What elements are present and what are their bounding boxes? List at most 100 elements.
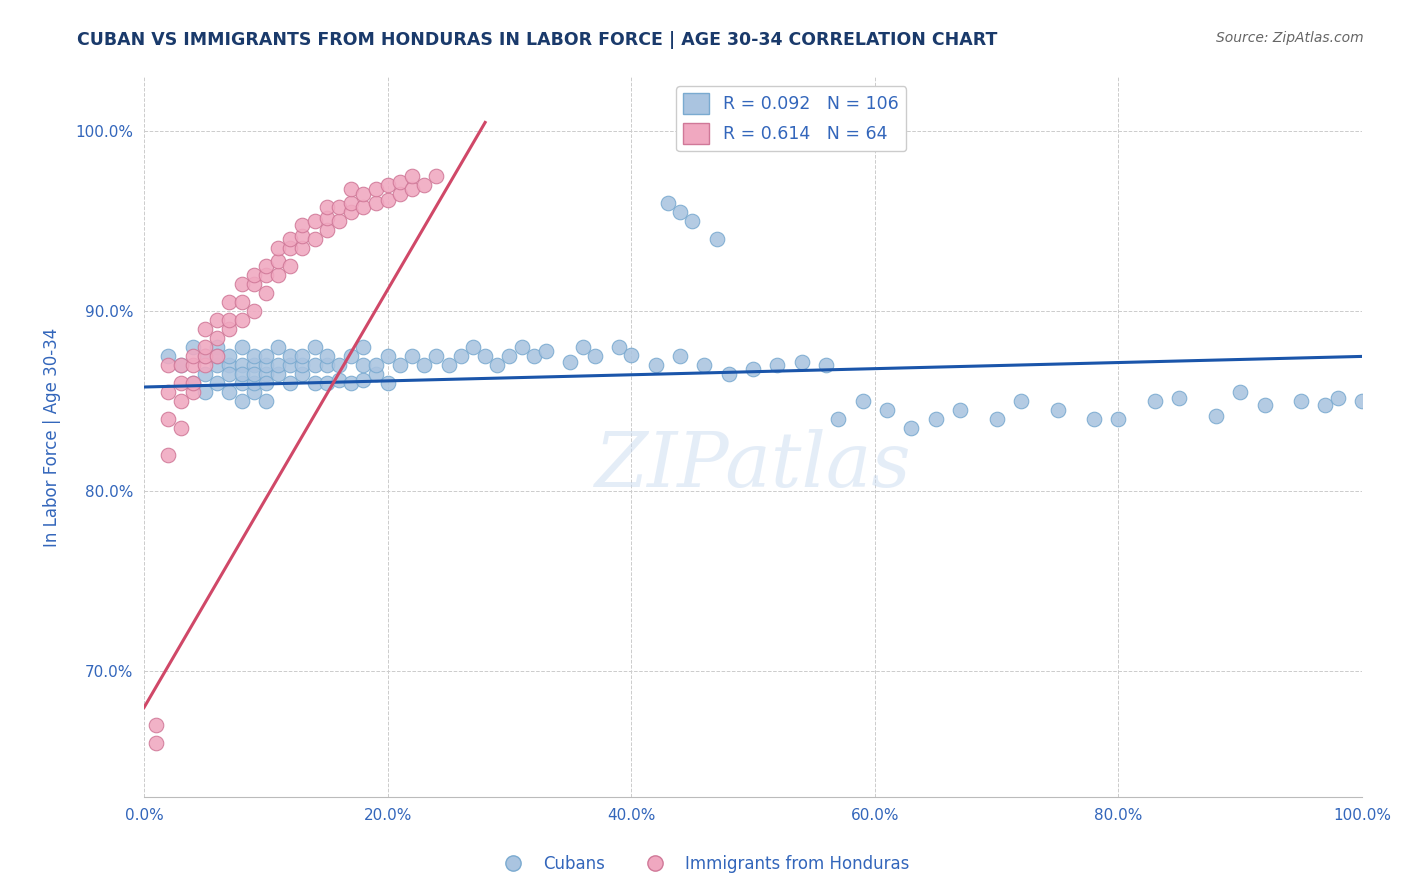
Point	[401, 350, 423, 364]
Point	[644, 359, 666, 373]
Point	[706, 232, 728, 246]
Point	[267, 359, 290, 373]
Point	[242, 268, 264, 283]
Point	[304, 359, 326, 373]
Point	[254, 268, 277, 283]
Point	[925, 412, 948, 426]
Point	[267, 254, 290, 268]
Point	[352, 340, 374, 354]
Point	[218, 313, 240, 327]
Point	[254, 350, 277, 364]
Point	[218, 359, 240, 373]
Point	[242, 304, 264, 318]
Point	[157, 449, 180, 463]
Point	[669, 205, 692, 219]
Point	[364, 368, 387, 382]
Point	[315, 376, 337, 391]
Point	[254, 376, 277, 391]
Point	[571, 340, 593, 354]
Point	[194, 368, 217, 382]
Legend: Cubans, Immigrants from Honduras: Cubans, Immigrants from Honduras	[489, 848, 917, 880]
Point	[328, 214, 350, 228]
Point	[194, 322, 217, 336]
Point	[352, 359, 374, 373]
Point	[437, 359, 460, 373]
Point	[388, 187, 411, 202]
Point	[291, 228, 314, 243]
Point	[352, 373, 374, 387]
Point	[157, 350, 180, 364]
Point	[315, 350, 337, 364]
Point	[291, 218, 314, 232]
Point	[267, 268, 290, 283]
Point	[254, 260, 277, 274]
Point	[254, 286, 277, 301]
Point	[717, 368, 740, 382]
Point	[291, 350, 314, 364]
Point	[657, 196, 679, 211]
Point	[205, 376, 228, 391]
Point	[450, 350, 472, 364]
Point	[205, 359, 228, 373]
Point	[388, 359, 411, 373]
Point	[169, 421, 191, 435]
Point	[304, 376, 326, 391]
Legend: R = 0.092   N = 106, R = 0.614   N = 64: R = 0.092 N = 106, R = 0.614 N = 64	[676, 87, 905, 151]
Point	[205, 340, 228, 354]
Point	[304, 214, 326, 228]
Point	[413, 178, 436, 193]
Point	[693, 359, 716, 373]
Point	[474, 350, 496, 364]
Point	[315, 200, 337, 214]
Point	[194, 359, 217, 373]
Point	[278, 242, 301, 256]
Point	[157, 412, 180, 426]
Point	[1229, 385, 1251, 400]
Point	[377, 178, 399, 193]
Point	[194, 385, 217, 400]
Point	[242, 385, 264, 400]
Text: ZIPatlas: ZIPatlas	[595, 429, 911, 503]
Y-axis label: In Labor Force | Age 30-34: In Labor Force | Age 30-34	[44, 327, 60, 547]
Point	[205, 331, 228, 345]
Point	[498, 350, 520, 364]
Point	[145, 736, 167, 750]
Point	[1010, 394, 1032, 409]
Point	[304, 232, 326, 246]
Point	[181, 340, 204, 354]
Point	[218, 350, 240, 364]
Point	[340, 205, 363, 219]
Point	[254, 394, 277, 409]
Text: CUBAN VS IMMIGRANTS FROM HONDURAS IN LABOR FORCE | AGE 30-34 CORRELATION CHART: CUBAN VS IMMIGRANTS FROM HONDURAS IN LAB…	[77, 31, 998, 49]
Point	[328, 200, 350, 214]
Point	[534, 344, 557, 359]
Point	[1143, 394, 1166, 409]
Point	[242, 350, 264, 364]
Point	[278, 359, 301, 373]
Point	[242, 359, 264, 373]
Point	[1205, 409, 1227, 423]
Point	[827, 412, 849, 426]
Point	[254, 368, 277, 382]
Point	[425, 350, 447, 364]
Point	[510, 340, 533, 354]
Point	[328, 359, 350, 373]
Point	[377, 376, 399, 391]
Point	[242, 368, 264, 382]
Point	[181, 359, 204, 373]
Point	[194, 350, 217, 364]
Point	[766, 359, 789, 373]
Point	[231, 295, 253, 310]
Point	[218, 322, 240, 336]
Text: Source: ZipAtlas.com: Source: ZipAtlas.com	[1216, 31, 1364, 45]
Point	[181, 376, 204, 391]
Point	[1046, 403, 1069, 417]
Point	[413, 359, 436, 373]
Point	[169, 394, 191, 409]
Point	[291, 368, 314, 382]
Point	[1253, 398, 1275, 412]
Point	[669, 350, 692, 364]
Point	[291, 242, 314, 256]
Point	[607, 340, 630, 354]
Point	[267, 340, 290, 354]
